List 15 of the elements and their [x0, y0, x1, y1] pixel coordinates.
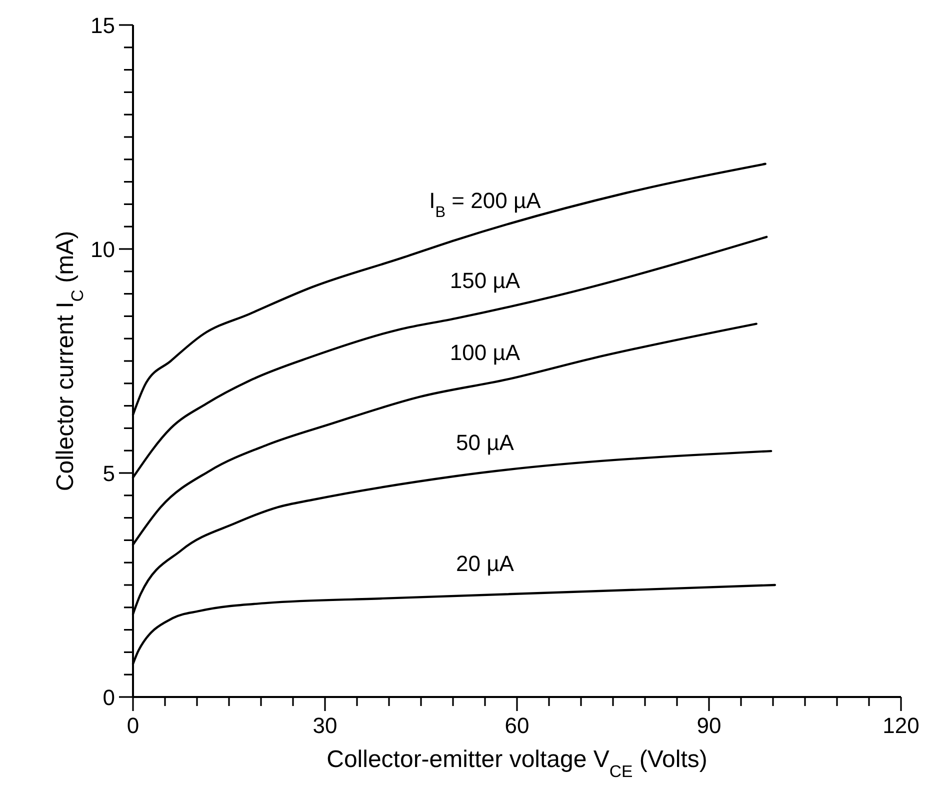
y-tick-label: 5	[102, 461, 115, 486]
x-tick-label: 90	[696, 713, 722, 738]
series-label: 20 µA	[456, 550, 514, 576]
y-tick-label: 0	[102, 685, 115, 710]
y-tick-label: 15	[90, 13, 115, 38]
x-tick-label: 30	[312, 713, 338, 738]
series-label: 100 µA	[450, 340, 520, 365]
x-axis-title: Collector-emitter voltage V$_{CE}$ (Volts)	[326, 746, 708, 780]
series-label: 150 µA	[450, 268, 520, 293]
y-tick-label: 10	[90, 237, 115, 262]
series-label: 50 µA	[456, 430, 514, 455]
series-label: I$_{B}$ = 200 µA	[429, 188, 542, 220]
x-tick-label: 120	[882, 713, 920, 738]
x-tick-label: 0	[126, 713, 140, 738]
x-tick-label: 60	[504, 713, 530, 738]
